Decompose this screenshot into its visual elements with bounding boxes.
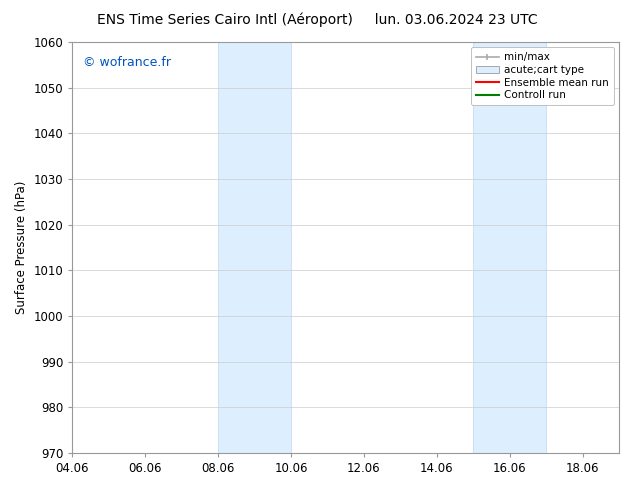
Text: ENS Time Series Cairo Intl (Aéroport)     lun. 03.06.2024 23 UTC: ENS Time Series Cairo Intl (Aéroport) lu… <box>97 12 537 27</box>
Bar <box>473 42 546 453</box>
Text: © wofrance.fr: © wofrance.fr <box>83 56 171 70</box>
Bar <box>218 42 291 453</box>
Y-axis label: Surface Pressure (hPa): Surface Pressure (hPa) <box>15 181 28 314</box>
Legend: min/max, acute;cart type, Ensemble mean run, Controll run: min/max, acute;cart type, Ensemble mean … <box>470 47 614 105</box>
